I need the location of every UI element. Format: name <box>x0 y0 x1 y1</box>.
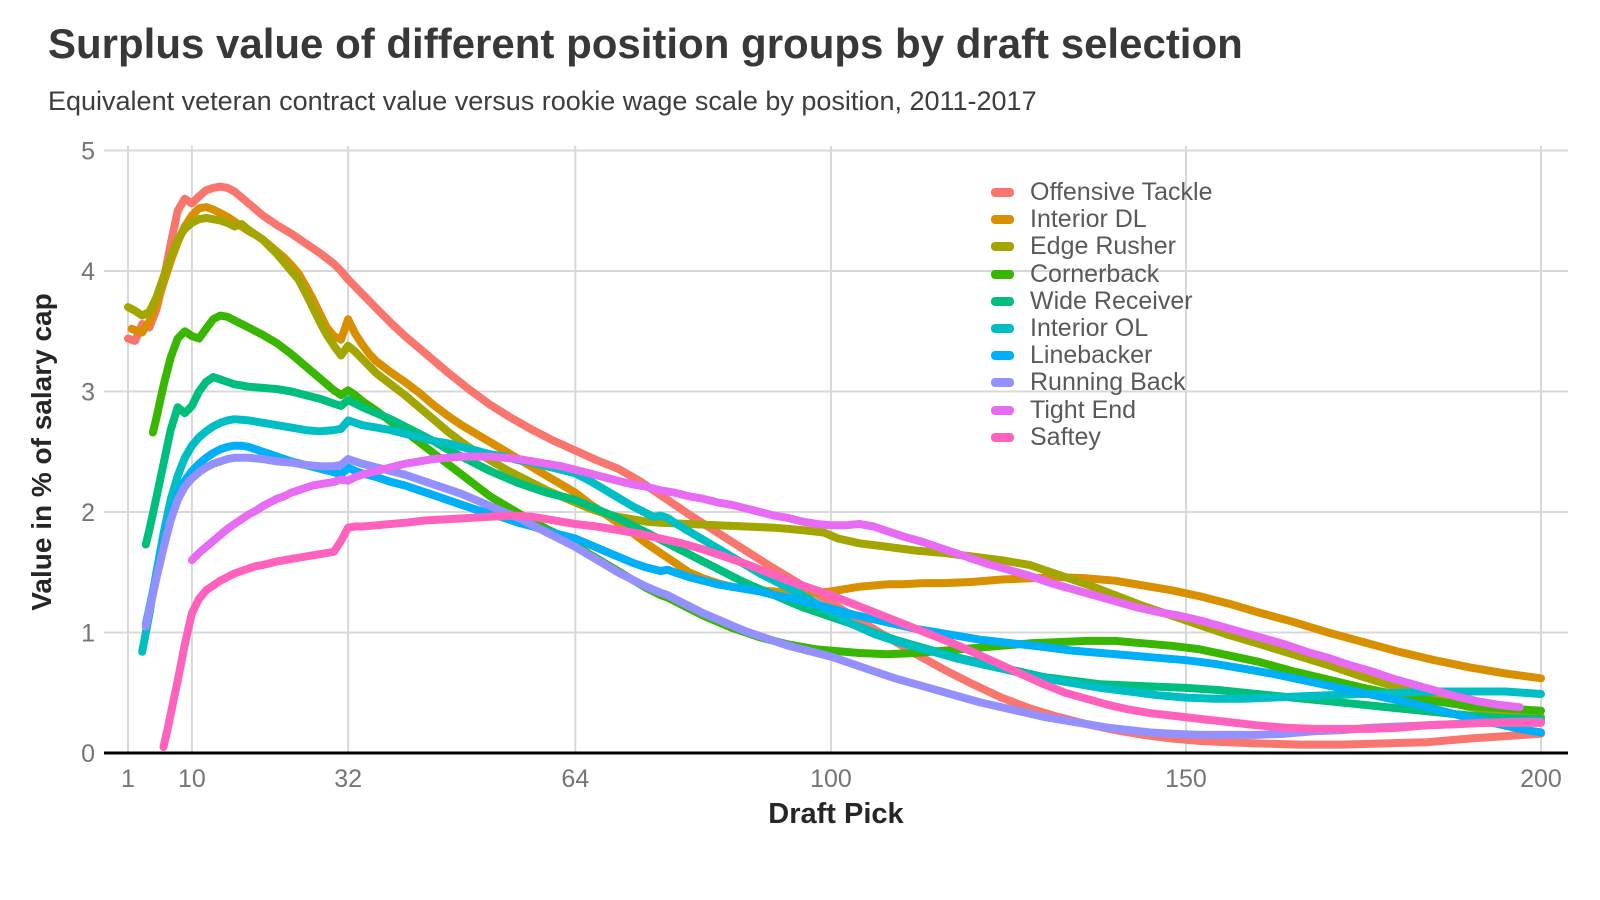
legend-item-wide-receiver: Wide Receiver <box>991 288 1213 315</box>
legend-label: Offensive Tackle <box>1030 178 1213 207</box>
legend-swatch-icon <box>991 242 1014 252</box>
x-tick-label-10: 10 <box>178 765 206 793</box>
series-line-cornerback <box>148 311 1545 715</box>
legend-swatch-icon <box>991 188 1014 198</box>
chart-title: Surplus value of different position grou… <box>48 20 1243 67</box>
legend-label: Interior DL <box>1030 205 1147 234</box>
legend-label: Saftey <box>1030 422 1101 451</box>
legend-item-interior-dl: Interior DL <box>991 206 1213 233</box>
x-axis-label: Draft Pick <box>768 798 904 830</box>
legend-label: Wide Receiver <box>1030 286 1193 315</box>
legend-swatch-icon <box>991 378 1014 388</box>
legend-label: Cornerback <box>1030 259 1160 288</box>
legend-label: Tight End <box>1030 395 1137 424</box>
legend-swatch-icon <box>991 351 1014 361</box>
y-tick-label-0: 0 <box>81 740 95 768</box>
series-line-tight-end <box>187 452 1524 712</box>
legend-swatch-icon <box>991 405 1014 415</box>
legend: Offensive Tackle Interior DL Edge Rusher Co… <box>991 179 1213 451</box>
x-tick-label-32: 32 <box>334 765 362 793</box>
x-tick-label-100: 100 <box>810 765 852 793</box>
legend-item-linebacker: Linebacker <box>991 342 1213 369</box>
x-tick-label-1: 1 <box>121 765 135 793</box>
x-tick-label-200: 200 <box>1520 765 1562 793</box>
legend-label: Edge Rusher <box>1030 232 1176 261</box>
legend-item-edge-rusher: Edge Rusher <box>991 233 1213 260</box>
legend-swatch-icon <box>991 269 1014 279</box>
legend-swatch-icon <box>991 296 1014 306</box>
series-line-linebacker <box>141 441 1545 737</box>
chart-subtitle: Equivalent veteran contract value versus… <box>48 86 1037 116</box>
legend-item-offensive-tackle: Offensive Tackle <box>991 179 1213 206</box>
y-tick-label-1: 1 <box>81 620 95 648</box>
series-line-running-back <box>141 453 1545 739</box>
legend-swatch-icon <box>991 432 1014 442</box>
series-line-interior-ol <box>138 415 1545 703</box>
y-tick-label-4: 4 <box>81 258 95 286</box>
legend-label: Interior OL <box>1030 314 1149 343</box>
legend-item-interior-ol: Interior OL <box>991 315 1213 342</box>
legend-item-cornerback: Cornerback <box>991 261 1213 288</box>
legend-swatch-icon <box>991 215 1014 225</box>
legend-item-running-back: Running Back <box>991 369 1213 396</box>
legend-label: Linebacker <box>1030 341 1153 370</box>
legend-item-tight-end: Tight End <box>991 397 1213 424</box>
x-tick-label-64: 64 <box>561 765 589 793</box>
x-tick-label-150: 150 <box>1165 765 1207 793</box>
y-tick-label-2: 2 <box>81 499 95 527</box>
legend-label: Running Back <box>1030 368 1186 397</box>
legend-item-saftey: Saftey <box>991 424 1213 451</box>
series-line-saftey <box>159 511 1545 751</box>
y-tick-label-3: 3 <box>81 379 95 407</box>
legend-swatch-icon <box>991 324 1014 334</box>
y-tick-label-5: 5 <box>81 138 95 166</box>
